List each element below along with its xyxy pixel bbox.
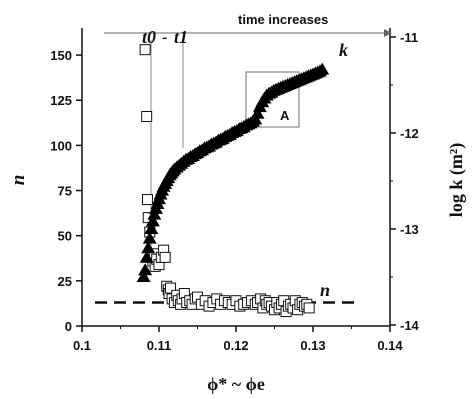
left-y-ticks: 0 25 50 75 100 125 150 xyxy=(50,48,82,334)
k-point xyxy=(250,106,265,119)
time-arrow-head xyxy=(384,29,392,37)
n-point xyxy=(165,282,177,294)
k-point xyxy=(145,214,160,227)
region-box-label: A xyxy=(280,108,290,123)
left-tick-label-0: 0 xyxy=(65,319,72,334)
right-axis-title: log k (m²) xyxy=(446,143,467,217)
t1-label: t1 xyxy=(174,27,188,47)
k-point xyxy=(139,250,154,263)
time-increases-label: time increases xyxy=(238,12,328,27)
right-tick-label-0: -11 xyxy=(400,30,418,45)
left-tick-label-4: 100 xyxy=(50,138,72,153)
k-point xyxy=(141,241,156,254)
left-tick-label-6: 150 xyxy=(50,48,72,63)
t0-label: t0 xyxy=(142,27,156,47)
right-tick-label-3: -14 xyxy=(400,318,420,333)
k-series xyxy=(136,62,330,282)
k-point xyxy=(142,231,157,244)
left-tick-label-5: 125 xyxy=(50,93,72,108)
k-point xyxy=(144,222,159,234)
left-tick-label-1: 25 xyxy=(58,274,72,289)
left-tick-label-2: 50 xyxy=(58,229,72,244)
right-tick-label-2: -13 xyxy=(400,222,419,237)
right-y-ticks: -11 -12 -13 -14 xyxy=(390,30,420,333)
n-point xyxy=(139,44,151,56)
n-point xyxy=(141,194,153,206)
n-series-label: n xyxy=(320,280,330,300)
t0-dash: - xyxy=(162,29,167,46)
n-point xyxy=(141,110,153,122)
x-axis-title: ϕ* ~ ϕe xyxy=(207,374,265,394)
left-tick-label-3: 75 xyxy=(58,184,72,199)
k-point xyxy=(136,270,151,282)
x-ticks: 0.1 0.11 0.12 0.13 0.14 xyxy=(73,326,403,353)
x-tick-label-4: 0.14 xyxy=(377,338,403,353)
k-point xyxy=(138,263,153,276)
x-tick-label-0: 0.1 xyxy=(73,338,91,353)
x-tick-label-1: 0.11 xyxy=(147,338,172,353)
x-tick-label-2: 0.12 xyxy=(223,338,248,353)
k-series-label: k xyxy=(339,40,348,60)
n-point xyxy=(303,302,315,314)
n-point xyxy=(159,251,171,263)
x-tick-label-3: 0.13 xyxy=(300,338,325,353)
k-point xyxy=(315,62,330,75)
right-tick-label-1: -12 xyxy=(400,126,419,141)
left-axis-title: n xyxy=(8,175,29,186)
region-box xyxy=(245,71,300,128)
